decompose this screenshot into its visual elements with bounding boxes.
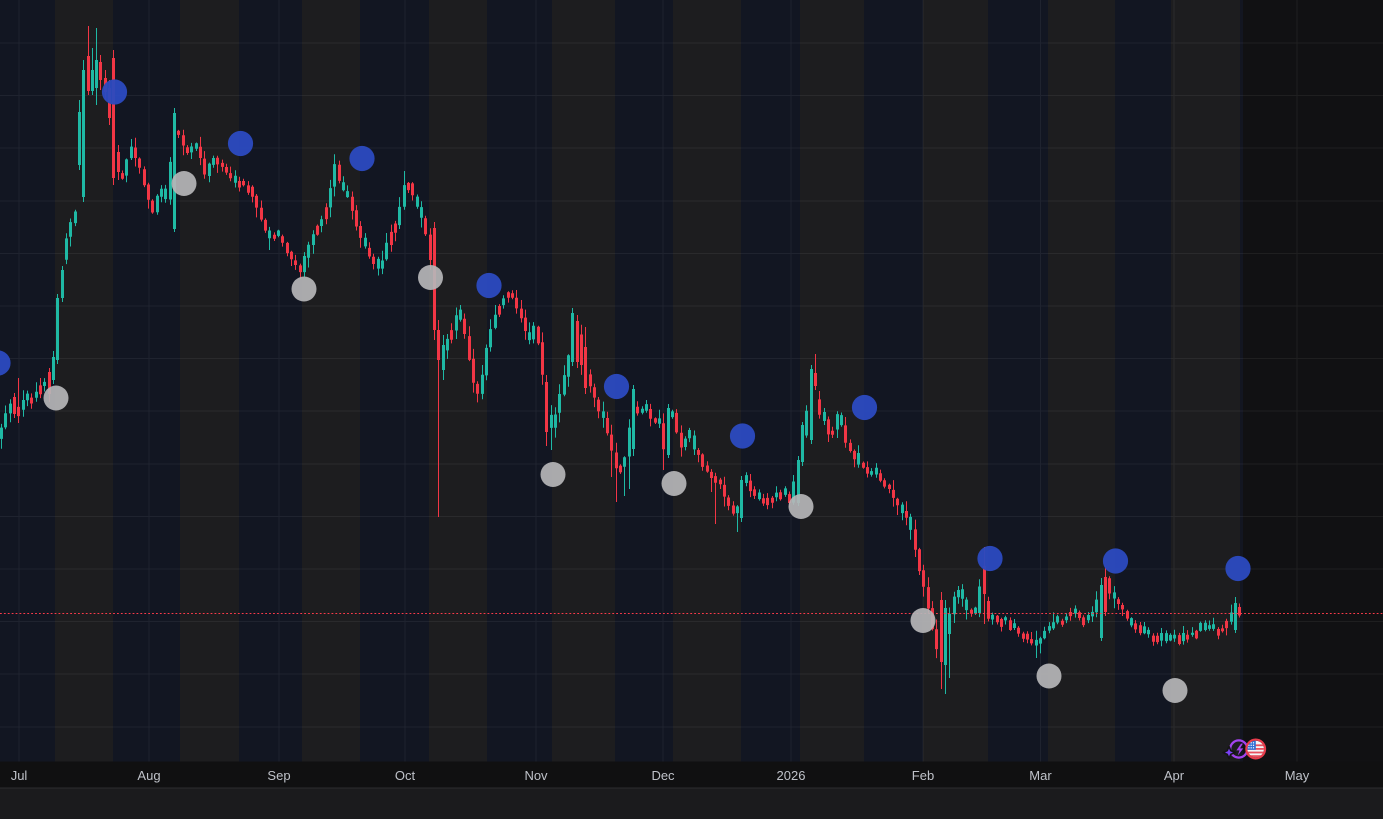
svg-text:2026: 2026: [777, 768, 806, 783]
svg-text:Jul: Jul: [11, 768, 28, 783]
svg-text:Sep: Sep: [267, 768, 290, 783]
svg-text:Aug: Aug: [137, 768, 160, 783]
svg-text:Nov: Nov: [524, 768, 548, 783]
svg-text:May: May: [1285, 768, 1310, 783]
svg-text:Feb: Feb: [912, 768, 934, 783]
svg-text:Mar: Mar: [1029, 768, 1052, 783]
svg-text:Apr: Apr: [1164, 768, 1185, 783]
svg-text:Dec: Dec: [651, 768, 675, 783]
svg-text:Oct: Oct: [395, 768, 416, 783]
